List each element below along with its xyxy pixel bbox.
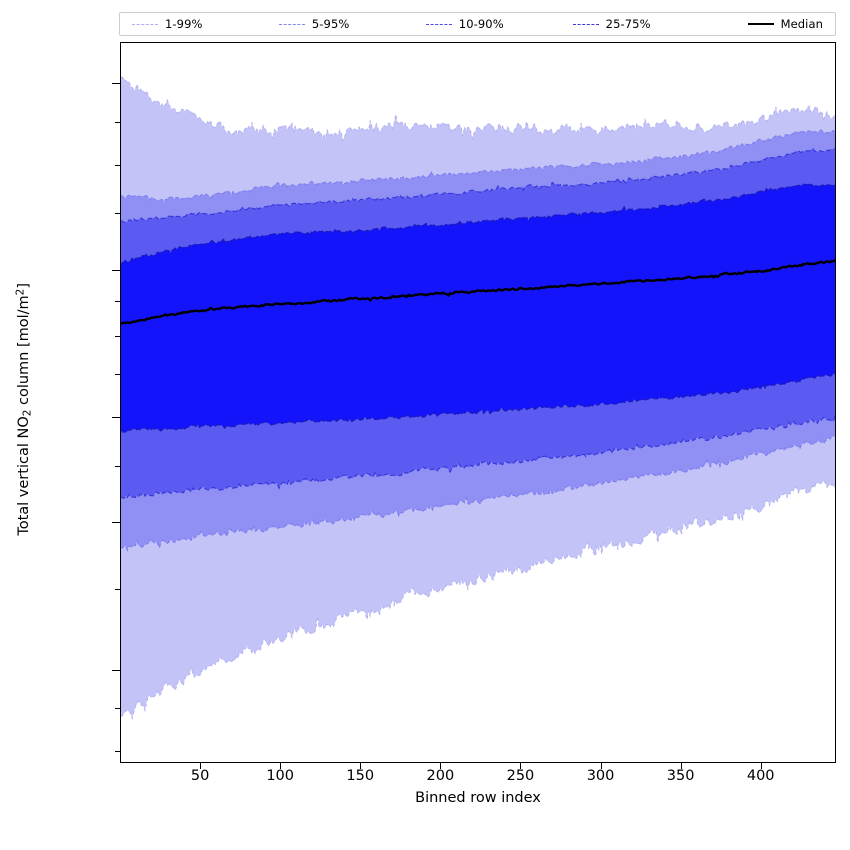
percentile-line-p75 — [121, 183, 835, 265]
x-tick-label: 100 — [266, 768, 295, 784]
x-tick-mark — [360, 763, 362, 769]
percentile-line-p95 — [121, 129, 835, 204]
legend-swatch — [278, 23, 305, 25]
y-tick-mark — [112, 83, 120, 85]
legend-item-median[interactable]: Median — [708, 13, 835, 35]
legend-swatch — [132, 23, 158, 25]
legend-swatch — [425, 23, 452, 25]
x-tick-mark — [600, 763, 602, 769]
x-tick-label: 400 — [746, 768, 775, 784]
y-tick-mark-minor — [115, 213, 120, 215]
x-tick-label: 200 — [426, 768, 455, 784]
y-tick-mark-minor — [115, 374, 120, 376]
x-tick-mark — [440, 763, 442, 769]
y-tick-mark-minor — [115, 708, 120, 710]
legend-item-10-90[interactable]: 10-90% — [414, 13, 561, 35]
percentile-line-p90 — [121, 147, 835, 223]
y-tick-mark — [112, 417, 120, 419]
y-tick-mark-minor — [115, 588, 120, 590]
chart-legend: 1-99% 5-95% 10-90% 25-75% Median — [119, 12, 836, 36]
percentile-line-p25 — [121, 372, 835, 434]
legend-swatch — [572, 23, 599, 25]
legend-label: 1-99% — [165, 17, 203, 31]
x-tick-label: 50 — [190, 768, 210, 784]
y-tick-mark — [112, 269, 120, 271]
x-tick-mark — [520, 763, 522, 769]
x-axis-label: Binned row index — [415, 790, 541, 806]
y-tick-mark-minor — [115, 751, 120, 753]
legend-item-5-95[interactable]: 5-95% — [267, 13, 414, 35]
percentile-line-p01 — [121, 480, 835, 721]
legend-label: 10-90% — [458, 17, 504, 31]
y-axis-label: Total vertical NO2 column [mol/m2] — [14, 282, 34, 536]
y-tick-mark-minor — [115, 301, 120, 303]
x-tick-mark — [200, 763, 202, 769]
x-tick-label: 350 — [666, 768, 695, 784]
x-tick-label: 300 — [586, 768, 615, 784]
percentile-line-p10 — [121, 416, 835, 499]
legend-item-1-99[interactable]: 1-99% — [120, 13, 267, 35]
y-tick-mark-minor — [115, 164, 120, 166]
y-tick-mark-minor — [115, 121, 120, 123]
median-line — [121, 259, 835, 326]
band-25-75 — [121, 183, 835, 433]
plot-svg — [121, 76, 835, 721]
x-tick-label: 150 — [346, 768, 375, 784]
legend-label: 5-95% — [311, 17, 350, 31]
y-tick-mark — [112, 522, 120, 524]
plot-area — [120, 42, 836, 763]
percentile-line-p05 — [121, 435, 835, 552]
legend-item-25-75[interactable]: 25-75% — [561, 13, 708, 35]
legend-label: Median — [780, 17, 823, 31]
y-tick-mark — [112, 670, 120, 672]
y-tick-mark-minor — [115, 466, 120, 468]
x-tick-mark — [760, 763, 762, 769]
legend-label: 25-75% — [605, 17, 651, 31]
x-tick-label: 250 — [506, 768, 535, 784]
x-tick-mark — [280, 763, 282, 769]
y-tick-mark-minor — [115, 336, 120, 338]
x-tick-mark — [680, 763, 682, 769]
legend-swatch — [747, 23, 774, 25]
